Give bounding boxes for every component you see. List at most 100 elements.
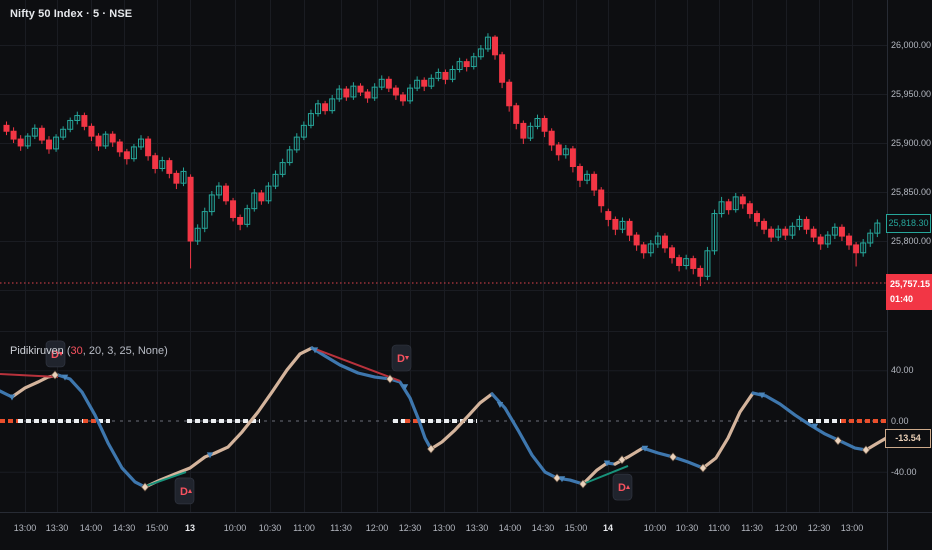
candle-body-up (435, 71, 442, 79)
d-signal-box (174, 477, 195, 505)
indicator-title[interactable]: Pidikiruven (30, 20, 3, 25, None) (10, 345, 168, 357)
candle-body-down (123, 151, 130, 160)
candle-body-down (853, 244, 860, 254)
candle-body-down (17, 138, 24, 147)
candle-body-down (152, 155, 159, 169)
candle-body-down (591, 173, 598, 191)
marked-price-value: 25,757.15 (890, 278, 931, 289)
candle-body-down (676, 257, 683, 267)
candle-body-up (74, 115, 81, 121)
candle-body-down (237, 216, 244, 225)
candle-body-down (746, 203, 753, 215)
candle-body-up (414, 79, 421, 89)
candle-body-up (244, 208, 251, 225)
candle-body-up (130, 146, 137, 160)
candle-body-up (796, 218, 803, 227)
candle-body-down (753, 213, 760, 222)
time-axis-tick: 13:00 (14, 523, 37, 533)
candle-body-up (775, 228, 782, 238)
arrow-marker (8, 394, 16, 401)
oscillator-axis-tick: 40.00 (891, 365, 914, 375)
price-axis-tick: 25,900.00 (891, 138, 931, 148)
candle-body-down (499, 54, 506, 83)
oscillator-curve (751, 391, 868, 452)
oscillator-curve (310, 346, 433, 451)
time-axis-tick: 10:00 (644, 523, 667, 533)
green-divergence-line (142, 471, 187, 488)
candle-body-up (470, 56, 477, 68)
candle-body-down (258, 192, 265, 202)
symbol-title[interactable]: Nifty 50 Index · 5 · NSE (10, 8, 133, 20)
candle-body-down (88, 125, 95, 137)
candle-body-down (669, 247, 676, 259)
candle-body-up (647, 243, 654, 254)
d-signal-down-arrow (405, 356, 409, 361)
candle-body-up (307, 113, 314, 126)
price-axis-tick: 25,850.00 (891, 187, 931, 197)
time-axis-tick: 14 (603, 523, 613, 533)
diamond-marker (834, 436, 842, 446)
candle-body-up (293, 136, 300, 151)
candle-body-down (626, 220, 633, 236)
candle-body-up (584, 173, 591, 181)
candle-body-up (654, 235, 661, 245)
candle-body-up (350, 85, 357, 98)
candle-body-up (194, 227, 201, 242)
candle-body-up (824, 234, 831, 245)
arrow-marker (641, 445, 649, 452)
candle-body-up (619, 220, 626, 230)
time-axis-tick: 12:30 (808, 523, 831, 533)
candle-body-up (180, 170, 187, 184)
indicator-params-open: ( (63, 345, 71, 357)
candle-body-up (215, 185, 222, 196)
arrow-marker (603, 460, 611, 467)
candle-body-up (31, 127, 38, 137)
candle-body-up (428, 77, 435, 87)
candle-body-down (605, 211, 612, 220)
candle-body-down (463, 61, 470, 68)
oscillator-curve (10, 373, 60, 399)
candle-body-up (477, 48, 484, 58)
d-signal-box (45, 340, 66, 368)
time-axis-tick: 12:00 (775, 523, 798, 533)
candle-body-down (810, 228, 817, 238)
candle-body-down (633, 234, 640, 246)
candle-body-down (322, 103, 329, 112)
candle-body-down (690, 258, 697, 269)
last-price-label: 25,818.30 (886, 214, 931, 234)
candle-body-down (548, 130, 555, 146)
candle-body-down (640, 244, 647, 254)
arrow-marker (61, 374, 69, 381)
candle-body-down (421, 79, 428, 87)
candle-body-down (598, 189, 605, 207)
time-axis-tick: 10:30 (676, 523, 699, 533)
d-signal-box (612, 473, 633, 501)
candle-body-up (562, 148, 569, 156)
oscillator-curve (56, 373, 147, 489)
candle-body-up (711, 213, 718, 252)
candle-body-up (251, 192, 258, 210)
candle-body-up (272, 173, 279, 187)
oscillator-axis-tick: 0.00 (891, 416, 909, 426)
candle-body-down (506, 81, 513, 107)
candle-body-up (449, 69, 456, 80)
time-axis-tick: 15:00 (146, 523, 169, 533)
diamond-marker (427, 444, 435, 454)
oscillator-axis-tick: -40.00 (891, 467, 917, 477)
candle-body-up (315, 103, 322, 115)
time-axis-tick: 15:00 (565, 523, 588, 533)
red-divergence-line (0, 373, 59, 379)
diamond-marker (141, 482, 149, 492)
indicator-params-rest: , 20, 3, 25, None) (82, 345, 168, 357)
candle-body-down (782, 228, 789, 236)
time-axis-tick: 13 (185, 523, 195, 533)
time-axis-tick: 14:00 (499, 523, 522, 533)
diamond-marker (669, 452, 677, 462)
candle-body-up (534, 118, 541, 127)
candle-body-down (846, 235, 853, 246)
candle-body-down (222, 185, 229, 202)
d-signal-down-arrow (59, 351, 63, 356)
candle-body-down (95, 135, 102, 147)
candle-body-down (45, 139, 52, 150)
